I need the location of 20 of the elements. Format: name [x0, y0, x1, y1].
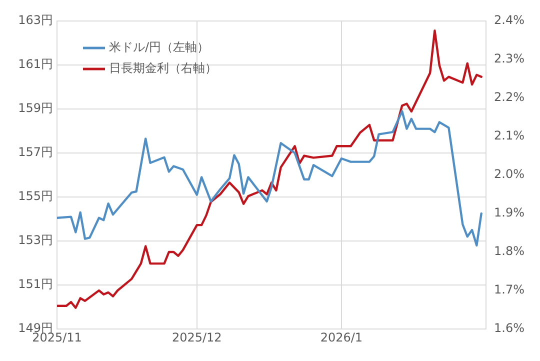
- y2-tick-label: 2.1%: [494, 128, 524, 143]
- y-tick-label: 161円: [18, 57, 53, 72]
- y-tick-label: 163円: [18, 13, 53, 28]
- y2-tick-label: 2.0%: [494, 167, 524, 182]
- y-tick-label: 151円: [18, 277, 53, 292]
- y-tick-label: 157円: [18, 145, 53, 160]
- y2-tick-label: 2.4%: [494, 13, 524, 28]
- x-tick-label: 2025/12: [172, 330, 222, 344]
- y-tick-label: 159円: [18, 101, 53, 116]
- legend-label: 米ドル/円（左軸）: [109, 40, 210, 54]
- y2-tick-label: 1.6%: [494, 321, 524, 336]
- x-tick-label: 2026/1: [320, 330, 363, 344]
- legend-label: 日長期金利（右軸）: [109, 61, 217, 76]
- y2-tick-label: 1.9%: [494, 206, 524, 220]
- y2-tick-label: 1.8%: [494, 244, 524, 258]
- y2-tick-label: 2.2%: [494, 90, 524, 104]
- y-tick-label: 153円: [18, 233, 53, 248]
- y-tick-label: 155円: [18, 189, 53, 204]
- y2-tick-label: 2.3%: [494, 52, 524, 66]
- y2-tick-label: 1.7%: [494, 282, 524, 297]
